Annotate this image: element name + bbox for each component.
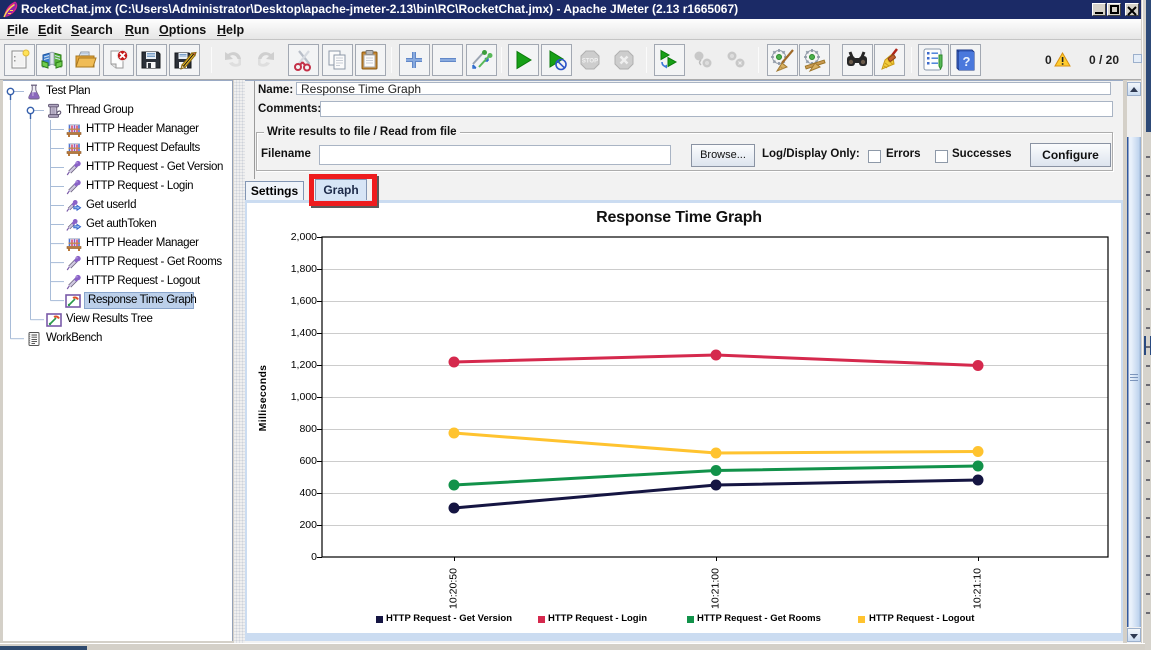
svg-text:STOP: STOP bbox=[582, 59, 598, 65]
svg-text:?: ? bbox=[962, 54, 970, 69]
